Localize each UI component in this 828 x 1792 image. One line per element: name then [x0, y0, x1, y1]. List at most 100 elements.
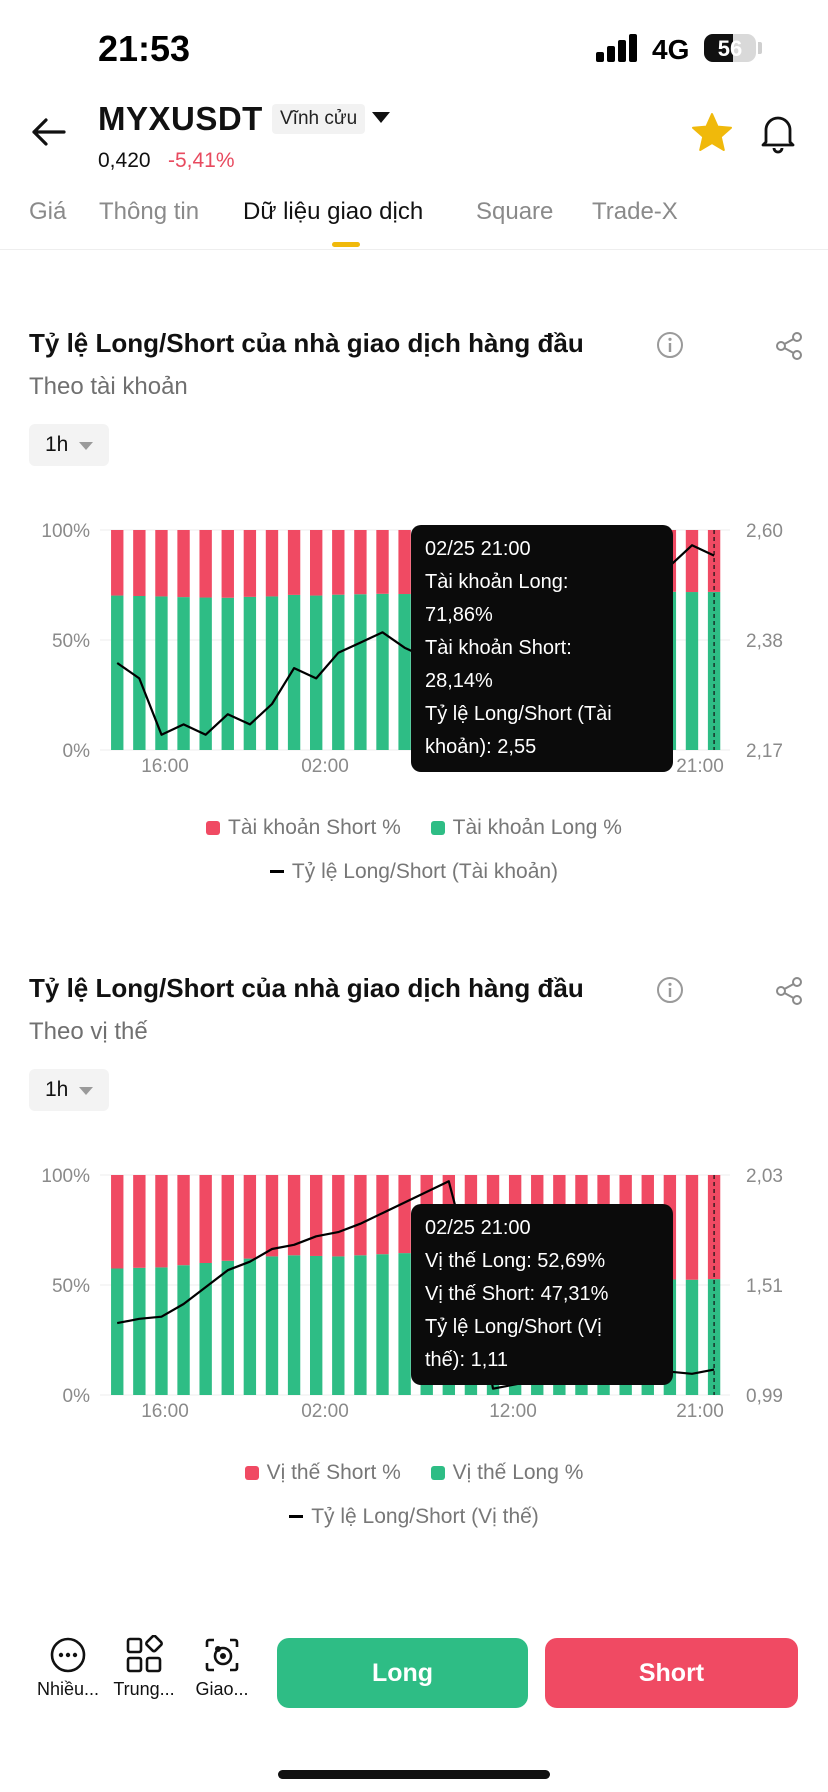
long-bar [332, 1256, 345, 1395]
battery-icon: 56 [704, 34, 756, 62]
tab-square[interactable]: Square [476, 198, 554, 225]
legend-short[interactable]: Vị thế Short % [244, 1461, 401, 1485]
short-bar [287, 530, 301, 595]
chart-legend-ratio-positions: Tỷ lệ Long/Short (Vị thế) [0, 1505, 828, 1529]
more-dots-icon [50, 1637, 86, 1673]
tab-bar: Giá Thông tin Dữ liệu giao dịch Square T… [0, 196, 828, 250]
tab-trade-x[interactable]: Trade-X [592, 198, 678, 225]
long-bar [221, 597, 234, 750]
tooltip-line: Vị thế Long: 52,69% [425, 1250, 606, 1272]
legend-label: Tỷ lệ Long/Short (Tài khoản) [291, 860, 559, 884]
section-title-positions: Tỷ lệ Long/Short của nhà giao dịch hàng … [29, 973, 584, 1003]
long-bar [376, 593, 389, 750]
section-subtitle-accounts: Theo tài khoản [29, 373, 188, 400]
interval-selector[interactable]: 1h [29, 424, 109, 466]
network-type: 4G [652, 34, 690, 65]
notification-bell-icon[interactable] [758, 110, 798, 154]
tooltip-line: 28,14% [425, 670, 493, 692]
y-left-tick-label: 100% [41, 1166, 90, 1187]
y-left-tick-label: 50% [52, 631, 90, 652]
short-bar [177, 530, 190, 598]
short-bar [133, 530, 146, 596]
y-right-tick-label: 1,51 [746, 1276, 783, 1297]
long-bar [310, 1255, 323, 1395]
legend-label: Vị thế Long % [452, 1461, 584, 1485]
interval-label: 1h [45, 433, 69, 456]
short-bar [376, 1175, 389, 1255]
long-bar [177, 1265, 190, 1395]
chart-legend-accounts: Tài khoản Short % Tài khoản Long % [0, 816, 828, 840]
long-bar [398, 594, 411, 750]
long-bar [221, 1260, 234, 1395]
short-bar [199, 1175, 212, 1263]
legend-long[interactable]: Vị thế Long % [430, 1461, 584, 1485]
x-tick-label: 21:00 [676, 1401, 724, 1422]
interval-selector[interactable]: 1h [29, 1069, 109, 1111]
long-bar [111, 1268, 124, 1395]
short-bar [332, 1175, 345, 1257]
legend-label: Tỷ lệ Long/Short (Vị thế) [311, 1505, 539, 1529]
short-bar [265, 530, 279, 597]
long-button[interactable]: Long [277, 1638, 528, 1708]
short-bar [133, 1175, 146, 1268]
long-bar [265, 596, 279, 750]
y-left-tick-label: 0% [63, 741, 91, 762]
more-button[interactable]: Nhiều... [30, 1635, 106, 1700]
share-icon[interactable] [774, 976, 804, 1006]
tooltip-line: Tài khoản Short: [425, 637, 572, 659]
symbol-dropdown-icon[interactable] [372, 112, 390, 123]
legend-long[interactable]: Tài khoản Long % [430, 816, 622, 840]
long-bar [243, 1258, 257, 1395]
x-tick-label: 02:00 [301, 756, 349, 777]
legend-ratio[interactable]: Tỷ lệ Long/Short (Tài khoản) [269, 860, 559, 884]
chart-legend-positions: Vị thế Short % Vị thế Long % [0, 1461, 828, 1485]
long-bar [265, 1256, 279, 1395]
long-bar [155, 596, 168, 750]
long-bar [398, 1253, 411, 1395]
legend-label: Tài khoản Short % [228, 816, 401, 840]
tab-info[interactable]: Thông tin [99, 198, 200, 225]
copy-trade-button[interactable]: Giao... [184, 1635, 260, 1700]
last-price: 0,420 [98, 149, 151, 172]
short-bar [243, 530, 257, 597]
short-bar [398, 1175, 411, 1254]
symbol-title[interactable]: MYXUSDT [98, 100, 263, 137]
favorite-star-icon[interactable] [690, 112, 734, 154]
center-label: Trung... [113, 1679, 175, 1699]
tab-trading-data[interactable]: Dữ liệu giao dịch [243, 198, 424, 225]
tooltip-line: 02/25 21:00 [425, 538, 531, 560]
y-left-tick-label: 100% [41, 521, 90, 542]
grid-center-icon [126, 1635, 163, 1673]
tab-price[interactable]: Giá [29, 198, 67, 225]
back-arrow-icon[interactable] [28, 112, 68, 152]
legend-label: Tài khoản Long % [452, 816, 622, 840]
short-button[interactable]: Short [545, 1638, 798, 1708]
legend-swatch-ratio [269, 870, 284, 874]
short-bar [332, 530, 345, 595]
info-icon[interactable] [656, 331, 684, 359]
battery-tip [758, 42, 762, 54]
short-bar [111, 530, 124, 596]
center-button[interactable]: Trung... [106, 1635, 182, 1700]
long-bar [287, 594, 301, 750]
chart-legend-ratio-accounts: Tỷ lệ Long/Short (Tài khoản) [0, 860, 828, 884]
legend-short[interactable]: Tài khoản Short % [206, 816, 401, 840]
short-bar [310, 530, 323, 596]
tooltip-line: 71,86% [425, 604, 493, 626]
short-bar [221, 530, 234, 598]
short-bar [354, 530, 367, 595]
long-bar [155, 1267, 168, 1395]
short-bar [177, 1175, 190, 1266]
share-icon[interactable] [774, 331, 804, 361]
legend-ratio[interactable]: Tỷ lệ Long/Short (Vị thế) [289, 1505, 539, 1529]
home-indicator [278, 1770, 550, 1779]
x-tick-label: 16:00 [141, 756, 189, 777]
long-bar [354, 594, 367, 750]
long-bar [177, 597, 190, 750]
info-icon[interactable] [656, 976, 684, 1004]
long-bar [685, 592, 699, 750]
long-bar [199, 597, 212, 750]
copy-trade-label: Giao... [195, 1679, 249, 1699]
chart-tooltip-accounts: 02/25 21:00 Tài khoản Long: 71,86% Tài k… [411, 525, 673, 772]
y-right-tick-label: 2,60 [746, 521, 783, 542]
